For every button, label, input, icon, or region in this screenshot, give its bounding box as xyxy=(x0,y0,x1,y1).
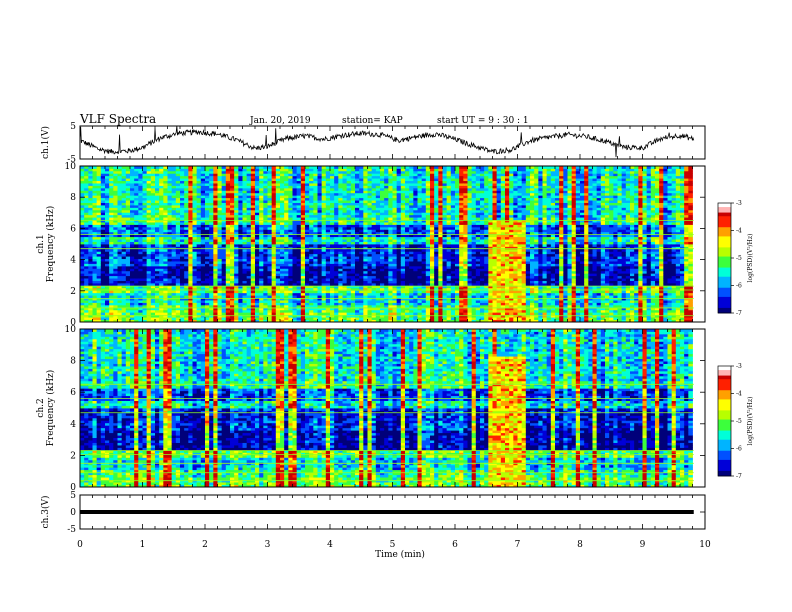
time-axis-tick-label: 0 xyxy=(77,540,83,550)
ch1-waveform-ytick-label: -5 xyxy=(67,155,76,165)
ch1-spectrogram-ylabel: ch.1 Frequency (kHz) xyxy=(36,206,56,283)
cb1-gradient xyxy=(718,203,731,314)
cb2-tick-label: -7 xyxy=(736,473,742,480)
ch1-spectrogram-ytick-label: 8 xyxy=(70,193,76,203)
time-axis-tick-label: 6 xyxy=(452,540,458,550)
cb2-label: log(PSD)(V²/Hz) xyxy=(747,397,754,446)
cb2-gradient xyxy=(718,366,731,477)
time-axis-label: Time (min) xyxy=(375,549,425,560)
ch2-spectrogram-ytick-label: 8 xyxy=(70,357,76,367)
ch2-spectrogram-cells xyxy=(80,329,693,488)
cb1-tick-label: -7 xyxy=(736,310,742,317)
ch1-spectrogram-cells xyxy=(80,166,693,323)
time-axis-tick-label: 5 xyxy=(390,540,396,550)
ch2-spectrogram-ytick-label: 6 xyxy=(70,388,76,398)
ch1-spectrogram-ytick-label: 2 xyxy=(70,287,76,297)
ch3-waveform-ytick-label: -5 xyxy=(67,525,76,535)
ch2-spectrogram-ytick-label: 4 xyxy=(70,420,76,430)
ch3-waveform-ytick-label: 5 xyxy=(70,491,76,501)
cb1-tick-label: -6 xyxy=(736,283,742,290)
ch2-spectrogram-panel: 0 2 4 6 8 10 ch.2 Frequency (kHz) xyxy=(36,325,706,493)
ch1-waveform-panel: 5 -5 ch.1(V) xyxy=(40,122,706,165)
ch1-spectrogram-ytick-label: 4 xyxy=(70,256,76,266)
time-axis-tick-label: 10 xyxy=(699,540,711,550)
ch1-spectrogram-panel: 0 2 4 6 8 10 ch.1 Frequency (kHz) xyxy=(36,162,706,328)
time-axis-tick-label: 2 xyxy=(202,540,208,550)
cb1-tick-label: -3 xyxy=(736,200,742,207)
figure-title: VLF Spectra xyxy=(79,112,156,126)
time-axis: 0 1 2 3 4 5 6 7 8 9 10 xyxy=(77,540,711,550)
time-axis-tick-label: 1 xyxy=(140,540,146,550)
ch1-waveform-ytick-label: 5 xyxy=(70,122,76,132)
ch3-waveform-ylabel: ch.3(V) xyxy=(40,496,51,529)
ch3-waveform-ylabel-line: ch.3(V) xyxy=(40,496,51,529)
cb1-tick-label: -4 xyxy=(736,228,742,235)
cb1-label: log(PSD)(V²/Hz) xyxy=(747,234,754,283)
ch2-spectrogram-ylabel: ch.2 Frequency (kHz) xyxy=(36,370,56,447)
cb1-tick-label: -5 xyxy=(736,255,742,262)
cb2-tick-label: -6 xyxy=(736,446,742,453)
ch1-spectrogram-ylabel-line: ch.1 xyxy=(36,234,46,253)
start-time-label: start UT = 9 : 30 : 1 xyxy=(437,116,529,126)
cb2-tick-label: -4 xyxy=(736,391,742,398)
ch3-waveform-panel: 5 0 -5 ch.3(V) xyxy=(40,491,706,535)
cb2-tick-label: -3 xyxy=(736,363,742,370)
time-axis-tick-label: 3 xyxy=(265,540,271,550)
ch1-waveform-ylabel-line: ch.1(V) xyxy=(40,126,51,159)
ch1-spectrogram-ylabel-line: Frequency (kHz) xyxy=(45,206,56,283)
ch1-waveform-series xyxy=(79,125,695,158)
ch1-colorbar: -3 -4 -5 -6 -7 log(PSD)(V²/Hz) xyxy=(717,200,754,317)
ch2-spectrogram-ylabel-line: ch.2 xyxy=(36,398,46,417)
ch2-spectrogram-ytick-label: 2 xyxy=(70,451,76,461)
ch2-spectrogram-ytick-label: 0 xyxy=(70,483,76,493)
ch2-colorbar: -3 -4 -5 -6 -7 log(PSD)(V²/Hz) xyxy=(717,363,754,480)
ch3-waveform-ytick-label: 0 xyxy=(70,508,76,518)
ch1-waveform-ylabel: ch.1(V) xyxy=(40,126,51,159)
cb2-tick-label: -5 xyxy=(736,418,742,425)
time-axis-tick-label: 9 xyxy=(640,540,646,550)
ch1-spectrogram-ytick-label: 6 xyxy=(70,224,76,234)
time-axis-tick-label: 8 xyxy=(577,540,583,550)
ch1-spectrogram-ytick-label: 10 xyxy=(65,162,77,172)
time-axis-tick-label: 7 xyxy=(515,540,521,550)
date-label: Jan. 20, 2019 xyxy=(249,116,311,126)
time-axis-tick-label: 4 xyxy=(327,540,333,550)
ch2-spectrogram-ytick-label: 10 xyxy=(65,325,77,335)
ch1-spectrogram-ytick-label: 0 xyxy=(70,318,76,328)
ch2-spectrogram-ylabel-line: Frequency (kHz) xyxy=(45,370,56,447)
station-label: station= KAP xyxy=(342,116,403,126)
